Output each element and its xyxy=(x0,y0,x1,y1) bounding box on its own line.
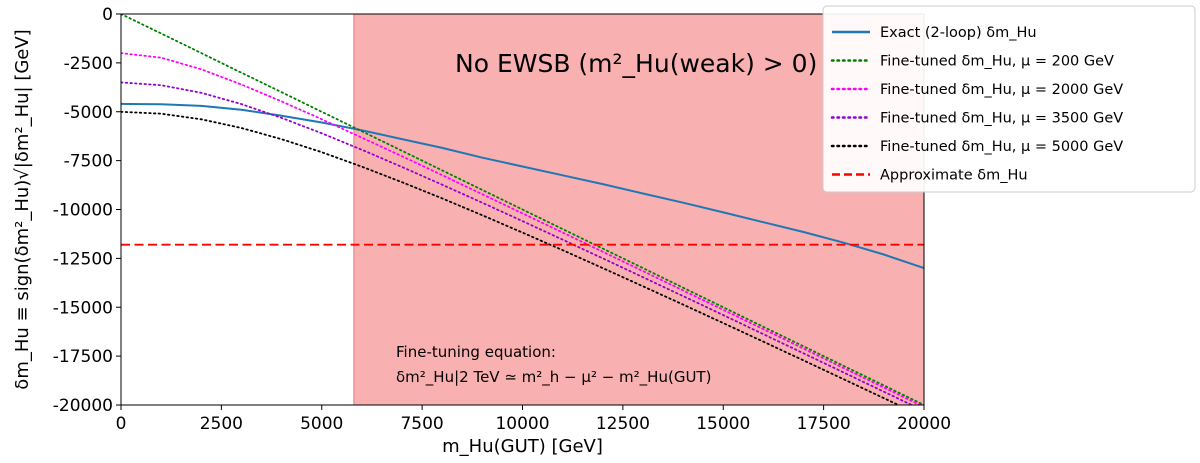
y-tick-label: -15000 xyxy=(53,298,113,318)
y-axis-label: δm_Hu ≡ sign(δm²_Hu)√|δm²_Hu| [GeV] xyxy=(12,29,33,389)
legend-label-1: Fine-tuned δm_Hu, μ = 200 GeV xyxy=(880,54,1114,70)
legend-label-2: Fine-tuned δm_Hu, μ = 2000 GeV xyxy=(880,82,1123,98)
legend-label-4: Fine-tuned δm_Hu, μ = 5000 GeV xyxy=(880,139,1123,155)
fine-tuning-annotation-equation: δm²_Hu|2 TeV ≃ m²_h − μ² − m²_Hu(GUT) xyxy=(396,368,711,387)
legend-label-3: Fine-tuned δm_Hu, μ = 3500 GeV xyxy=(880,111,1123,127)
x-tick-label: 15000 xyxy=(696,414,750,434)
no-ewsb-region-label: No EWSB (m²_Hu(weak) > 0) xyxy=(455,49,817,78)
y-tick-label: -7500 xyxy=(64,152,113,172)
legend: Exact (2-loop) δm_Hu Fine-tuned δm_Hu, μ … xyxy=(822,5,1196,193)
x-tick-label: 10000 xyxy=(495,414,549,434)
y-axis-ticks: 0 -2500 -5000 -7500 -10000 -12500 -15000 -17500… xyxy=(53,5,121,416)
y-tick-label: -2500 xyxy=(64,54,113,74)
series-line-2 xyxy=(121,52,922,405)
y-tick-label: -10000 xyxy=(53,201,113,221)
x-tick-label: 12500 xyxy=(596,414,650,434)
legend-label-5: Approximate δm_Hu xyxy=(880,168,1028,184)
legend-frame xyxy=(822,5,1196,193)
y-tick-label: -20000 xyxy=(53,396,113,416)
x-tick-label: 2500 xyxy=(200,414,243,434)
fine-tuning-annotation-title: Fine-tuning equation: xyxy=(396,343,556,361)
x-tick-label: 17500 xyxy=(797,414,851,434)
x-tick-label: 20000 xyxy=(897,414,951,434)
series-line-4 xyxy=(121,110,901,405)
series-layer xyxy=(121,14,924,405)
x-axis-label: m_Hu(GUT) [GeV] xyxy=(442,436,603,457)
y-tick-label: -17500 xyxy=(53,347,113,367)
series-line-3 xyxy=(121,81,914,405)
legend-label-0: Exact (2-loop) δm_Hu xyxy=(880,25,1037,41)
y-tick-label: 0 xyxy=(102,5,113,25)
y-tick-label: -12500 xyxy=(53,249,113,269)
x-tick-label: 7500 xyxy=(400,414,443,434)
x-tick-label: 5000 xyxy=(300,414,343,434)
y-tick-label: -5000 xyxy=(64,103,113,123)
series-line-0 xyxy=(121,102,924,270)
x-tick-label: 0 xyxy=(116,414,127,434)
series-line-1 xyxy=(121,14,924,405)
x-axis-ticks: 0 2500 5000 7500 10000 12500 15000 17500 20000 xyxy=(116,405,951,434)
